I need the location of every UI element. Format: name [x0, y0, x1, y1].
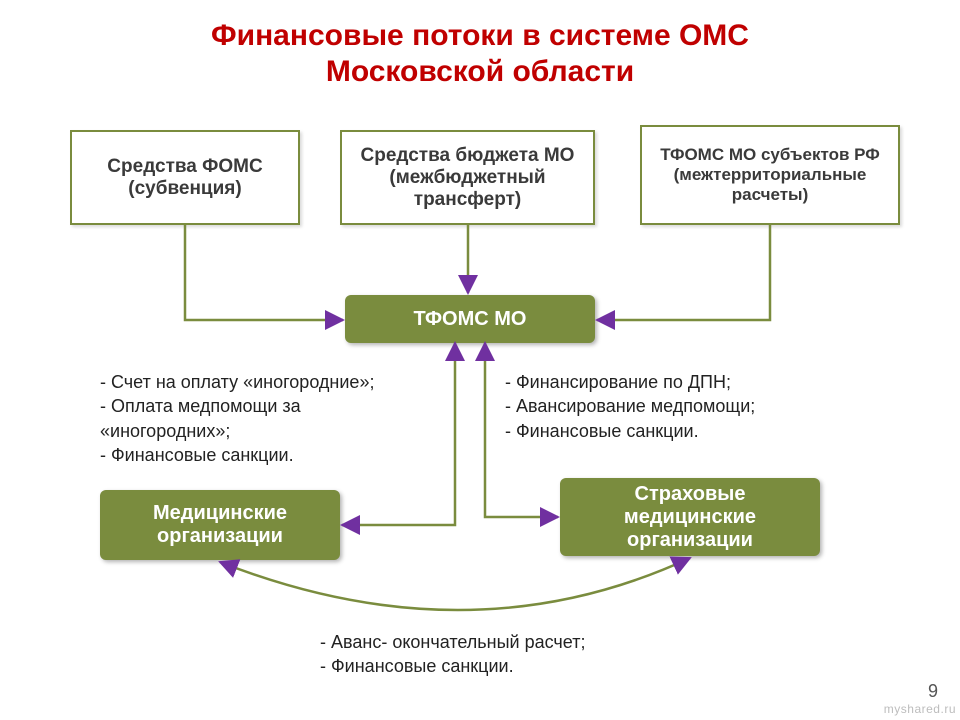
arrows-layer [0, 0, 960, 720]
bullet-left-2: Оплата медпомощи за «иногородних»; [100, 394, 420, 443]
slide-title: Финансовые потоки в системе ОМС Московск… [0, 18, 960, 90]
box-smo: Страховые медицинские организации [560, 478, 820, 556]
box-foms-label: Средства ФОМС (субвенция) [78, 156, 292, 200]
box-smo-label: Страховые медицинские организации [568, 483, 812, 552]
bullets-right: Финансирование по ДПН; Авансирование мед… [505, 370, 755, 443]
title-line1: Финансовые потоки в системе ОМС [211, 19, 749, 52]
box-budget-mo: Средства бюджета МО (межбюджетный трансф… [340, 130, 595, 225]
box-budget-mo-label: Средства бюджета МО (межбюджетный трансф… [348, 145, 587, 211]
bullet-bottom-1: Аванс- окончательный расчет; [320, 630, 585, 654]
bullet-right-1: Финансирование по ДПН; [505, 370, 755, 394]
box-tfoms-rf-label: ТФОМС МО субъектов РФ (межтерриториальны… [648, 145, 892, 205]
box-med-org-label: Медицинские организации [108, 502, 332, 548]
bullet-left-3: Финансовые санкции. [100, 443, 420, 467]
slide-number: 9 [928, 681, 938, 702]
title-line2: Московской области [326, 55, 634, 88]
bullet-bottom-2: Финансовые санкции. [320, 654, 585, 678]
bullet-left-1: Счет на оплату «иногородние»; [100, 370, 420, 394]
box-med-org: Медицинские организации [100, 490, 340, 560]
box-tfoms-mo: ТФОМС МО [345, 295, 595, 343]
bullets-left: Счет на оплату «иногородние»; Оплата мед… [100, 370, 420, 467]
bullets-bottom: Аванс- окончательный расчет; Финансовые … [320, 630, 585, 679]
box-tfoms-mo-label: ТФОМС МО [414, 308, 527, 331]
bullet-right-2: Авансирование медпомощи; [505, 394, 755, 418]
watermark: myshared.ru [884, 702, 956, 716]
box-foms: Средства ФОМС (субвенция) [70, 130, 300, 225]
box-tfoms-rf: ТФОМС МО субъектов РФ (межтерриториальны… [640, 125, 900, 225]
bullet-right-3: Финансовые санкции. [505, 419, 755, 443]
